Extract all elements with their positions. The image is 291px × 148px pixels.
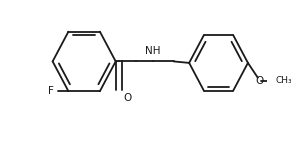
Text: NH: NH xyxy=(145,45,161,56)
Text: O: O xyxy=(255,76,263,86)
Text: O: O xyxy=(123,93,131,103)
Text: F: F xyxy=(48,86,54,96)
Text: CH₃: CH₃ xyxy=(276,76,291,85)
